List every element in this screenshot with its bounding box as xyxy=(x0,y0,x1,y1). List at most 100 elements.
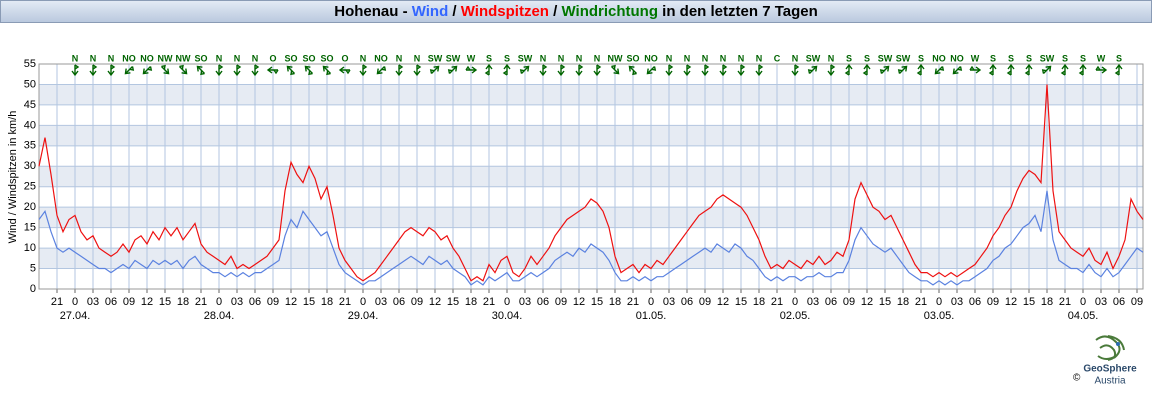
y-axis-label: Wind / Windspitzen in km/h xyxy=(7,111,19,244)
direction-arrow xyxy=(1041,65,1052,75)
x-tick-label: 03 xyxy=(87,296,99,308)
direction-label: NW xyxy=(158,53,173,63)
x-tick-label: 06 xyxy=(681,296,693,308)
direction-arrow xyxy=(233,64,242,77)
direction-arrow xyxy=(376,65,387,75)
direction-label: NO xyxy=(374,53,388,63)
direction-label: N xyxy=(558,53,565,63)
x-tick-label: 21 xyxy=(195,296,207,308)
direction-label: N xyxy=(684,53,691,63)
title-part: Wind xyxy=(412,3,449,20)
direction-label: N xyxy=(396,53,403,63)
direction-arrow xyxy=(429,65,440,75)
x-tick-label: 0 xyxy=(72,296,78,308)
grid-band xyxy=(39,125,1143,146)
direction-arrow xyxy=(266,66,279,75)
direction-arrow xyxy=(593,64,602,77)
direction-arrow xyxy=(465,65,478,74)
direction-arrow xyxy=(322,65,332,76)
direction-arrow xyxy=(719,64,728,77)
direction-label: N xyxy=(360,53,367,63)
direction-arrow xyxy=(755,64,764,77)
direction-arrow xyxy=(251,64,260,77)
direction-label: NO xyxy=(932,53,946,63)
x-tick-label: 0 xyxy=(792,296,798,308)
x-tick-label: 06 xyxy=(105,296,117,308)
logo-name: GeoSphere xyxy=(1083,364,1137,375)
x-tick-label: 18 xyxy=(321,296,333,308)
x-tick-label: 21 xyxy=(771,296,783,308)
direction-arrow xyxy=(1006,63,1015,76)
direction-arrow xyxy=(502,63,511,76)
direction-label: O xyxy=(269,53,276,63)
y-tick-label: 50 xyxy=(24,78,36,90)
direction-arrow xyxy=(160,64,170,75)
direction-arrow xyxy=(338,66,351,75)
direction-label: S xyxy=(846,53,852,63)
direction-label: NO xyxy=(950,53,964,63)
date-label: 29.04. xyxy=(348,310,379,322)
date-label: 02.05. xyxy=(780,310,811,322)
direction-arrow xyxy=(879,65,890,75)
x-tick-label: 12 xyxy=(285,296,297,308)
y-tick-label: 30 xyxy=(24,160,36,172)
direction-label: W xyxy=(1097,53,1106,63)
y-tick-label: 20 xyxy=(24,201,36,213)
direction-label: NO xyxy=(644,53,658,63)
direction-arrow xyxy=(286,65,296,76)
x-tick-label: 03 xyxy=(951,296,963,308)
grid-band xyxy=(39,248,1143,269)
x-tick-label: 06 xyxy=(825,296,837,308)
direction-label: S xyxy=(1062,53,1068,63)
x-tick-label: 06 xyxy=(537,296,549,308)
direction-arrow xyxy=(844,63,853,76)
direction-label: S xyxy=(1008,53,1014,63)
direction-label: N xyxy=(252,53,259,63)
x-tick-label: 15 xyxy=(735,296,747,308)
direction-arrow xyxy=(107,64,116,77)
direction-arrow xyxy=(988,63,997,76)
direction-label: SW xyxy=(446,53,461,63)
direction-label: SO xyxy=(626,53,639,63)
x-tick-label: 18 xyxy=(1041,296,1053,308)
direction-label: NO xyxy=(140,53,154,63)
x-tick-label: 15 xyxy=(303,296,315,308)
direction-arrow xyxy=(610,64,620,75)
direction-arrow xyxy=(196,65,206,76)
direction-label: S xyxy=(1080,53,1086,63)
y-tick-label: 45 xyxy=(24,99,36,111)
x-tick-label: 12 xyxy=(141,296,153,308)
grid-band xyxy=(39,84,1143,105)
y-tick-label: 10 xyxy=(24,242,36,254)
direction-label: S xyxy=(486,53,492,63)
direction-arrow xyxy=(447,65,458,75)
direction-arrow xyxy=(557,64,566,77)
direction-label: N xyxy=(108,53,115,63)
direction-arrow xyxy=(89,64,98,77)
direction-arrow xyxy=(897,65,908,75)
direction-arrow xyxy=(791,64,800,77)
direction-label: N xyxy=(72,53,79,63)
direction-label: SO xyxy=(284,53,297,63)
x-tick-label: 12 xyxy=(1005,296,1017,308)
plot-frame xyxy=(38,63,1144,290)
y-tick-label: 40 xyxy=(24,119,36,131)
x-tick-label: 06 xyxy=(249,296,261,308)
logo-mark xyxy=(1095,335,1125,361)
direction-label: W xyxy=(971,53,980,63)
title-part: in den letzten 7 Tagen xyxy=(658,3,818,20)
x-tick-label: 21 xyxy=(483,296,495,308)
x-tick-label: 0 xyxy=(504,296,510,308)
x-tick-label: 03 xyxy=(231,296,243,308)
direction-label: SW xyxy=(1040,53,1055,63)
x-tick-label: 09 xyxy=(843,296,855,308)
title-part: Hohenau - xyxy=(334,3,412,20)
series-line xyxy=(38,190,1144,286)
y-tick-label: 25 xyxy=(24,181,36,193)
title-part: / xyxy=(448,3,461,20)
x-tick-label: 18 xyxy=(177,296,189,308)
direction-label: N xyxy=(540,53,547,63)
direction-label: NW xyxy=(608,53,623,63)
direction-label: SO xyxy=(320,53,333,63)
